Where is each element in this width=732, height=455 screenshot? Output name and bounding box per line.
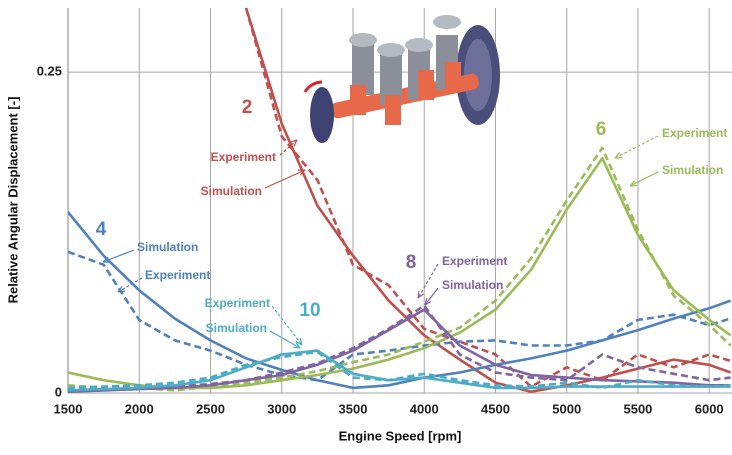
series-annotation: Experiment xyxy=(205,296,270,310)
series-annotation: Simulation xyxy=(662,163,723,177)
y-tick-label: 0.25 xyxy=(37,64,62,79)
y-tick-label: 0 xyxy=(55,384,62,399)
x-tick-label: 5000 xyxy=(552,401,581,416)
series-annotation: Simulation xyxy=(206,321,267,335)
x-tick-label: 6000 xyxy=(695,401,724,416)
x-tick-label: 2500 xyxy=(196,401,225,416)
series-annotation: Experiment xyxy=(662,126,727,140)
annotation-arrow xyxy=(615,136,658,158)
crankshaft-illustration xyxy=(305,15,500,143)
order-label: 8 xyxy=(406,252,417,273)
x-tick-label: 3000 xyxy=(267,401,296,416)
simulation-line xyxy=(68,212,731,388)
x-tick-label: 4500 xyxy=(481,401,510,416)
series-annotation: Experiment xyxy=(145,268,210,282)
order-label: 2 xyxy=(242,97,253,118)
annotation-arrow xyxy=(265,170,305,188)
series-annotation: Simulation xyxy=(201,184,262,198)
x-tick-label: 2000 xyxy=(125,401,154,416)
x-tick-label: 1500 xyxy=(54,401,83,416)
annotation-arrow xyxy=(630,172,658,186)
annotation-arrow xyxy=(425,288,438,305)
order-label: 6 xyxy=(596,119,607,140)
y-axis-title: Relative Angular Displacement [-] xyxy=(5,97,20,304)
series-annotation: Experiment xyxy=(442,254,507,268)
series-annotation: Simulation xyxy=(137,240,198,254)
series-annotation: Simulation xyxy=(442,278,503,292)
annotation-arrow xyxy=(272,306,302,345)
order-label: 4 xyxy=(96,219,107,240)
annotation-arrow xyxy=(270,331,300,348)
x-tick-label: 4000 xyxy=(410,401,439,416)
order-label: 10 xyxy=(299,300,320,321)
series-annotation: Experiment xyxy=(211,150,276,164)
x-tick-label: 5500 xyxy=(623,401,652,416)
x-axis-title: Engine Speed [rpm] xyxy=(339,428,462,443)
chart: Engine Speed [rpm] Relative Angular Disp… xyxy=(0,0,732,450)
x-tick-label: 3500 xyxy=(339,401,368,416)
annotation-arrow xyxy=(103,250,134,262)
